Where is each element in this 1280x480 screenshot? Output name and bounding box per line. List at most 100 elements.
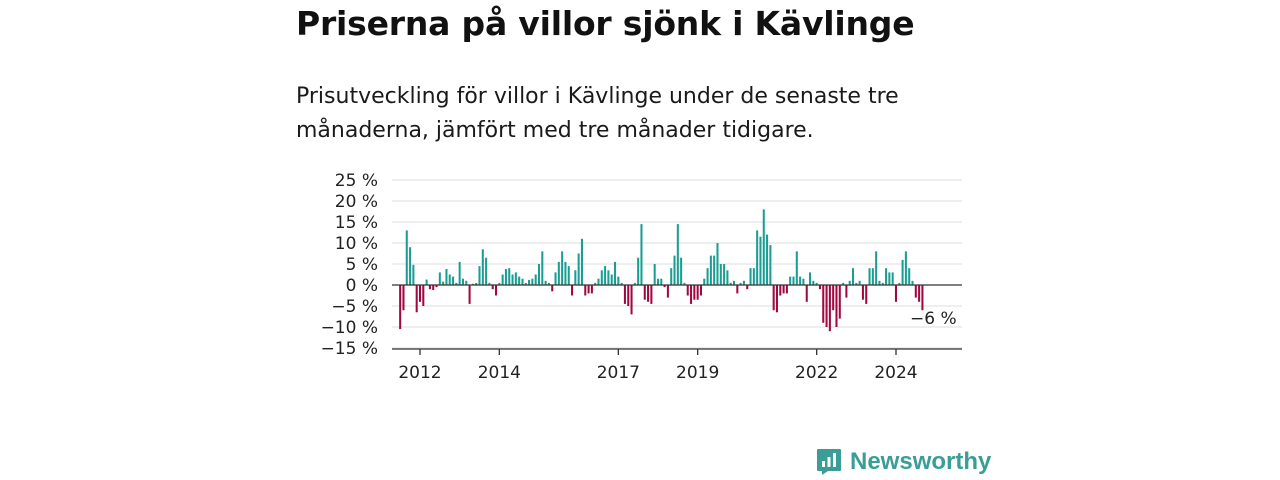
- bar: [577, 253, 580, 285]
- bar: [508, 268, 511, 285]
- y-tick-label: −10 %: [321, 318, 378, 338]
- bar: [898, 282, 901, 285]
- bar: [785, 285, 788, 294]
- bar: [564, 261, 567, 285]
- bar: [818, 285, 821, 290]
- bar: [676, 224, 679, 285]
- bar: [633, 282, 636, 285]
- bar: [891, 272, 894, 285]
- bar: [908, 268, 911, 285]
- bar: [554, 272, 557, 285]
- bar: [607, 270, 610, 285]
- bar: [514, 272, 517, 285]
- bar: [428, 285, 431, 290]
- bar: [630, 285, 633, 315]
- bar: [742, 280, 745, 285]
- bar: [696, 285, 699, 300]
- bar: [861, 285, 864, 300]
- bar: [418, 285, 422, 302]
- y-axis-labels: 25 %20 %15 %10 %5 %0 %−5 %−10 %−15 %: [321, 171, 378, 359]
- bar: [881, 282, 884, 285]
- bar: [789, 276, 792, 285]
- bar: [769, 245, 772, 285]
- bar: [875, 251, 878, 285]
- bar: [709, 255, 712, 285]
- bar: [551, 285, 554, 292]
- bar: [766, 234, 769, 285]
- bar: [838, 285, 841, 319]
- bar: [683, 282, 686, 285]
- bar: [812, 280, 815, 285]
- bar: [537, 264, 541, 285]
- y-tick-label: 15 %: [335, 213, 378, 233]
- bar: [399, 285, 402, 330]
- bar: [822, 285, 825, 323]
- bars: [399, 209, 924, 332]
- bar: [680, 257, 683, 285]
- y-tick-label: −5 %: [331, 297, 378, 317]
- bar: [518, 276, 521, 285]
- bar: [561, 251, 564, 285]
- bar: [828, 285, 831, 332]
- bar: [894, 285, 898, 302]
- bar: [521, 278, 524, 285]
- x-tick-label: 2022: [795, 363, 838, 383]
- bar: [914, 285, 917, 298]
- bar: [455, 282, 458, 285]
- bar: [544, 280, 547, 285]
- bar: [723, 264, 726, 285]
- bar: [501, 274, 504, 285]
- bar: [574, 270, 577, 285]
- bar: [613, 261, 617, 285]
- bar: [772, 285, 775, 311]
- bar: [729, 282, 732, 285]
- bar: [594, 282, 597, 285]
- bar: [842, 282, 845, 285]
- bar: [732, 280, 736, 285]
- bar: [584, 285, 587, 296]
- bar: [524, 282, 527, 285]
- bar: [832, 285, 835, 311]
- bar: [650, 285, 653, 304]
- bar: [693, 285, 696, 300]
- bar: [504, 269, 507, 285]
- bar: [699, 285, 702, 296]
- bar: [571, 285, 574, 296]
- bar: [475, 282, 478, 285]
- bar: [402, 285, 405, 311]
- bar: [495, 285, 498, 296]
- bar: [835, 285, 838, 327]
- bar: [620, 282, 623, 285]
- bar: [911, 280, 914, 285]
- x-tick-label: 2012: [398, 363, 441, 383]
- bar: [888, 272, 891, 285]
- bar: [458, 261, 461, 285]
- bar: [901, 259, 904, 285]
- bar: [587, 285, 590, 294]
- bar: [432, 285, 435, 291]
- bar: [713, 255, 716, 285]
- bar: [478, 266, 481, 285]
- last-value-annotation: −6 %: [910, 309, 957, 329]
- bar: [653, 264, 656, 285]
- bar: [782, 285, 785, 294]
- y-tick-label: 20 %: [335, 192, 378, 212]
- bar: [438, 272, 441, 285]
- bar: [643, 285, 646, 300]
- bar: [855, 282, 858, 285]
- bar: [412, 264, 415, 285]
- bar: [547, 282, 550, 285]
- bar: [531, 278, 534, 285]
- bar: [541, 251, 544, 285]
- bar: [528, 279, 531, 285]
- brand-name: Newsworthy: [850, 448, 992, 475]
- bar: [878, 280, 881, 285]
- bar: [686, 285, 689, 296]
- bar: [779, 285, 782, 296]
- bar: [670, 268, 673, 285]
- bar: [865, 285, 868, 304]
- bar: [465, 280, 468, 285]
- bar: [637, 257, 640, 285]
- bar: [409, 247, 412, 285]
